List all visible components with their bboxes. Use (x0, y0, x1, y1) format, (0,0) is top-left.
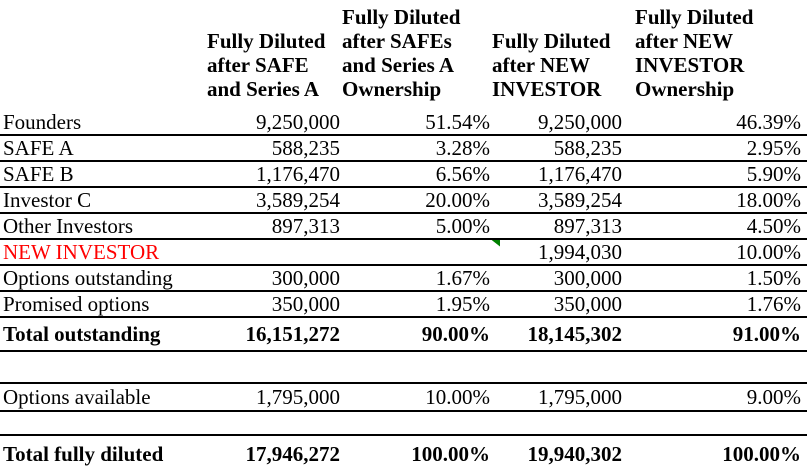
cell-shares-after-safe[interactable]: 16,151,272 (245, 321, 341, 346)
cell-pct-after-safe[interactable]: 1.67% (435, 265, 490, 290)
cell-pct-after-new-investor[interactable]: 1.50% (746, 265, 801, 290)
cell-shares-after-safe[interactable]: 350,000 (271, 291, 340, 316)
cell-pct-after-new-investor[interactable]: 100.00% (722, 442, 801, 466)
row-label[interactable]: Founders (3, 109, 82, 134)
empty-row (0, 412, 807, 434)
col-header-fully-diluted-after-new-investor-ownership[interactable]: Fully Diluted after NEW INVESTOR Ownersh… (622, 0, 807, 110)
row-label[interactable]: Total fully diluted (3, 442, 164, 466)
table-row-safe-a: SAFE A 588,235 3.28% 588,235 2.95% (0, 136, 807, 162)
cell-shares-after-safe[interactable]: 588,235 (271, 135, 340, 160)
empty-row (0, 352, 807, 382)
row-label[interactable]: Total outstanding (3, 321, 161, 346)
cell-shares-after-new-investor[interactable]: 1,176,470 (538, 161, 622, 186)
cell-shares-after-safe[interactable]: 1,795,000 (256, 384, 340, 409)
table-row-total-outstanding: Total outstanding 16,151,272 90.00% 18,1… (0, 318, 807, 352)
header-line: after SAFE (207, 53, 309, 77)
cell-value: 1,994,030 (538, 239, 622, 264)
cell-pct-after-new-investor[interactable]: 1.76% (746, 291, 801, 316)
cell-pct-after-safe[interactable]: 6.56% (435, 161, 490, 186)
cell-shares-after-new-investor[interactable]: 18,145,302 (527, 321, 623, 346)
cell-shares-after-new-investor[interactable]: 1,795,000 (538, 384, 622, 409)
header-line: after SAFEs (342, 29, 452, 53)
cell-pct-after-new-investor[interactable]: 2.95% (746, 135, 801, 160)
cell-shares-after-new-investor[interactable]: 350,000 (553, 291, 622, 316)
header-cell-empty[interactable] (0, 0, 205, 110)
row-label[interactable]: SAFE B (3, 161, 74, 186)
row-label[interactable]: Options available (3, 384, 151, 409)
table-row-founders: Founders 9,250,000 51.54% 9,250,000 46.3… (0, 110, 807, 136)
table-row-other-investors: Other Investors 897,313 5.00% 897,313 4.… (0, 214, 807, 240)
cell-pct-after-new-investor[interactable]: 4.50% (746, 213, 801, 238)
cell-shares-after-new-investor[interactable]: 19,940,302 (527, 442, 623, 466)
cell-shares-after-new-investor[interactable]: 300,000 (553, 265, 622, 290)
row-label[interactable]: SAFE A (3, 135, 74, 160)
cell-shares-after-safe[interactable]: 17,946,272 (245, 442, 341, 466)
header-line: INVESTOR (492, 77, 602, 101)
row-label[interactable]: Promised options (3, 291, 150, 316)
cell-shares-after-new-investor[interactable]: 588,235 (553, 135, 622, 160)
cell-pct-after-new-investor[interactable]: 91.00% (732, 321, 801, 346)
cell-pct-after-safe[interactable]: 3.28% (435, 135, 490, 160)
cell-pct-after-safe[interactable]: 100.00% (411, 442, 490, 466)
cell-shares-after-safe[interactable]: 300,000 (271, 265, 340, 290)
table-row-options-outstanding: Options outstanding 300,000 1.67% 300,00… (0, 266, 807, 292)
cell-pct-after-new-investor[interactable]: 10.00% (736, 239, 801, 264)
header-line: Ownership (342, 77, 442, 101)
header-row: Fully Diluted after SAFE and Series A Fu… (0, 0, 807, 110)
table-row-new-investor: NEW INVESTOR 1,994,030 10.00% (0, 239, 807, 266)
cell-pct-after-new-investor[interactable]: 46.39% (736, 109, 801, 134)
cell-shares-after-safe[interactable]: 9,250,000 (256, 109, 340, 134)
header-line: Fully Diluted (342, 5, 461, 29)
header-line: and Series A (342, 53, 455, 77)
cell-shares-after-safe[interactable]: 897,313 (271, 213, 340, 238)
header-line: after NEW (635, 29, 734, 53)
cell-shares-after-new-investor[interactable]: 9,250,000 (538, 109, 622, 134)
cell-pct-after-new-investor[interactable]: 5.90% (746, 161, 801, 186)
cell-pct-after-safe[interactable]: 1.95% (435, 291, 490, 316)
header-line: after NEW (492, 53, 591, 77)
cell-shares-after-safe[interactable]: 3,589,254 (256, 187, 340, 212)
header-line: Fully Diluted (207, 29, 326, 53)
row-label[interactable]: Options outstanding (3, 265, 173, 290)
col-header-fully-diluted-after-safe-series-a[interactable]: Fully Diluted after SAFE and Series A (205, 0, 340, 110)
col-header-fully-diluted-after-safes-series-a-ownership[interactable]: Fully Diluted after SAFEs and Series A O… (340, 0, 490, 110)
header-line: Fully Diluted (635, 5, 754, 29)
row-label[interactable]: Investor C (3, 187, 92, 212)
row-label[interactable]: Other Investors (3, 213, 134, 238)
cell-pct-after-safe[interactable]: 10.00% (425, 384, 490, 409)
header-line: Ownership (635, 77, 735, 101)
cell-pct-after-safe[interactable]: 90.00% (421, 321, 490, 346)
cell-pct-after-new-investor[interactable]: 9.00% (746, 384, 801, 409)
cell-pct-after-safe[interactable]: 5.00% (435, 213, 490, 238)
cell-pct-after-safe[interactable]: 20.00% (425, 187, 490, 212)
table-row-safe-b: SAFE B 1,176,470 6.56% 1,176,470 5.90% (0, 162, 807, 188)
table-row-investor-c: Investor C 3,589,254 20.00% 3,589,254 18… (0, 188, 807, 214)
table-row-total-fully-diluted: Total fully diluted 17,946,272 100.00% 1… (0, 434, 807, 473)
cell-shares-after-new-investor[interactable]: 1,994,030 (490, 239, 622, 265)
col-header-fully-diluted-after-new-investor[interactable]: Fully Diluted after NEW INVESTOR (490, 0, 622, 110)
header-line: INVESTOR (635, 53, 745, 77)
cell-pct-after-new-investor[interactable]: 18.00% (736, 187, 801, 212)
cell-shares-after-new-investor[interactable]: 897,313 (553, 213, 622, 238)
table-row-options-available: Options available 1,795,000 10.00% 1,795… (0, 382, 807, 412)
header-line: Fully Diluted (492, 29, 611, 53)
table-row-promised-options: Promised options 350,000 1.95% 350,000 1… (0, 292, 807, 318)
cell-shares-after-safe[interactable]: 1,176,470 (256, 161, 340, 186)
cell-pct-after-safe[interactable]: 51.54% (425, 109, 490, 134)
row-label[interactable]: NEW INVESTOR (3, 239, 160, 264)
header-line: and Series A (207, 77, 320, 101)
cell-error-triangle-icon (491, 239, 500, 247)
cell-shares-after-new-investor[interactable]: 3,589,254 (538, 187, 622, 212)
